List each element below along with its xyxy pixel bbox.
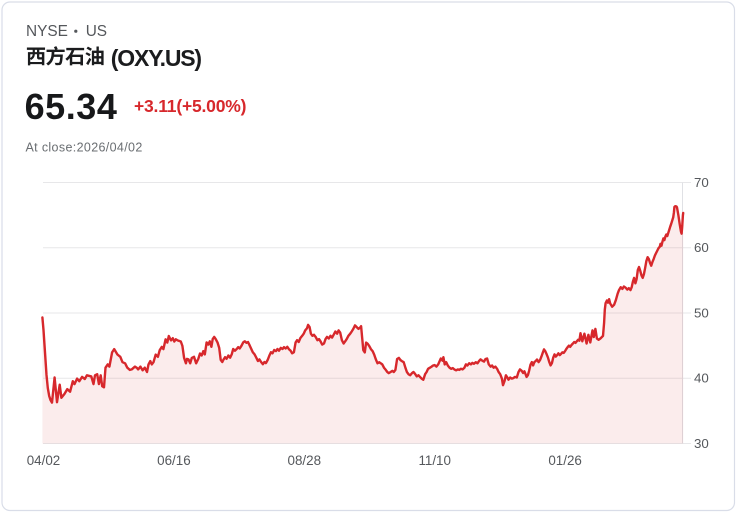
svg-text:40: 40 (694, 371, 709, 386)
svg-text:70: 70 (694, 175, 709, 190)
svg-text:US: US (86, 23, 107, 40)
svg-text:60: 60 (694, 240, 709, 255)
svg-text:50: 50 (694, 305, 709, 320)
svg-text:30: 30 (694, 436, 709, 451)
svg-text:+3.11(+5.00%): +3.11(+5.00%) (134, 96, 246, 116)
svg-text:06/16: 06/16 (157, 453, 191, 468)
svg-text:65.34: 65.34 (25, 86, 118, 127)
svg-text:NYSE: NYSE (26, 23, 68, 40)
svg-text:At close:2026/04/02: At close:2026/04/02 (26, 140, 143, 154)
svg-text:(OXY.US): (OXY.US) (111, 45, 202, 71)
svg-text:04/02: 04/02 (27, 453, 61, 468)
svg-text:01/26: 01/26 (548, 453, 582, 468)
svg-text:11/10: 11/10 (418, 453, 451, 468)
svg-text:08/28: 08/28 (288, 453, 322, 468)
